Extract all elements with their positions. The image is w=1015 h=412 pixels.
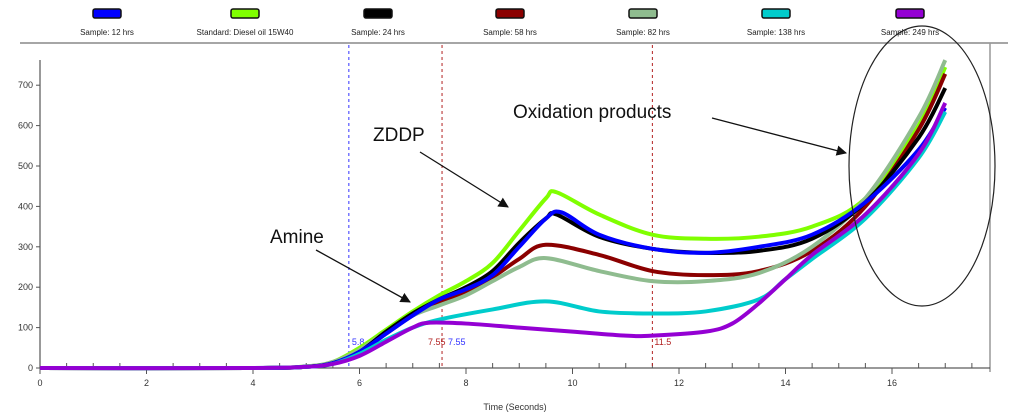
oxidation-ellipse bbox=[848, 25, 996, 307]
marker-label: 7.55 bbox=[428, 337, 446, 347]
x-tick-label: 14 bbox=[780, 378, 790, 388]
vertical-markers: 5.8 7.55 7.55 11.5 bbox=[348, 45, 671, 368]
y-tick-label: 600 bbox=[18, 121, 33, 131]
arrow-oxidation bbox=[711, 117, 848, 156]
legend-swatch bbox=[895, 8, 925, 19]
legend-swatch bbox=[495, 8, 525, 19]
series-line-6 bbox=[39, 102, 948, 371]
y-tick-label: 300 bbox=[18, 242, 33, 252]
y-tick-label: 700 bbox=[18, 80, 33, 90]
y-tick-label: 100 bbox=[18, 323, 33, 333]
y-tick-label: 400 bbox=[18, 201, 33, 211]
legend-label: Sample: 24 hrs bbox=[351, 28, 405, 37]
legend: Sample: 12 hrs Standard: Diesel oil 15W40… bbox=[80, 8, 939, 37]
legend-swatch bbox=[363, 8, 393, 19]
axes: 0 2 4 6 8 10 12 14 16 0 100 200 300 400 500 600 700 bbox=[18, 60, 990, 388]
legend-label: Sample: 58 hrs bbox=[483, 28, 537, 37]
legend-swatch bbox=[761, 8, 791, 19]
marker-label: 5.8 bbox=[352, 337, 365, 347]
legend-swatch bbox=[92, 8, 122, 19]
series-line-1 bbox=[39, 66, 948, 371]
x-tick-label: 0 bbox=[37, 378, 42, 388]
x-tick-label: 6 bbox=[357, 378, 362, 388]
series-line-4 bbox=[39, 59, 948, 371]
x-tick-label: 8 bbox=[463, 378, 468, 388]
y-tick-label: 500 bbox=[18, 161, 33, 171]
x-tick-label: 10 bbox=[567, 378, 577, 388]
annotation-amine: Amine bbox=[270, 227, 324, 248]
annotation-oxidation: Oxidation products bbox=[513, 102, 671, 123]
marker-label: 7.55 bbox=[448, 337, 466, 347]
legend-label: Standard: Diesel oil 15W40 bbox=[197, 28, 294, 37]
x-axis-label: Time (Seconds) bbox=[483, 402, 546, 412]
x-tick-label: 16 bbox=[887, 378, 897, 388]
marker-label: 11.5 bbox=[654, 337, 671, 347]
legend-swatch bbox=[230, 8, 260, 19]
annotation-zddp: ZDDP bbox=[373, 125, 425, 146]
legend-label: Sample: 138 hrs bbox=[747, 28, 805, 37]
arrow-zddp bbox=[419, 151, 509, 208]
legend-label: Sample: 82 hrs bbox=[616, 28, 670, 37]
arrow-amine bbox=[315, 249, 411, 303]
legend-label: Sample: 249 hrs bbox=[881, 28, 939, 37]
series-lines bbox=[39, 59, 948, 371]
x-tick-label: 2 bbox=[144, 378, 149, 388]
y-tick-label: 0 bbox=[28, 363, 33, 373]
x-tick-label: 4 bbox=[250, 378, 255, 388]
x-tick-label: 12 bbox=[674, 378, 684, 388]
legend-swatch bbox=[628, 8, 658, 19]
legend-label: Sample: 12 hrs bbox=[80, 28, 134, 37]
y-tick-label: 200 bbox=[18, 282, 33, 292]
